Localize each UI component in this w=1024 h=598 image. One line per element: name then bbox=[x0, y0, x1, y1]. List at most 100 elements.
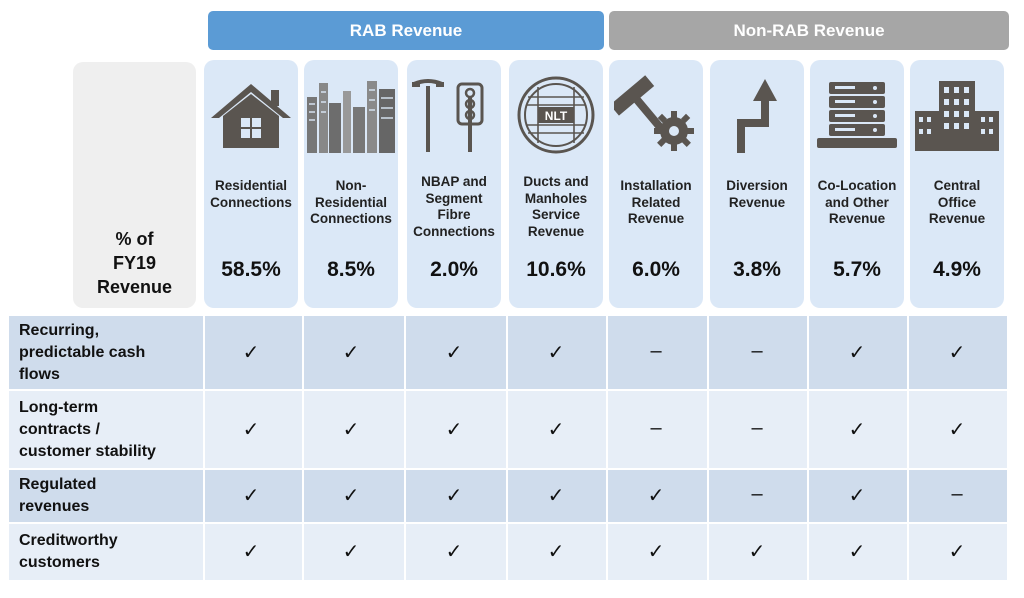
row-label: Long-term contracts / customer stability bbox=[19, 397, 156, 463]
revenue-column-name-line: Residential bbox=[214, 178, 288, 193]
dash-mark: – bbox=[751, 416, 763, 439]
row-header-card bbox=[73, 62, 196, 308]
column-separator bbox=[302, 316, 304, 580]
revenue-column-name-line: Connections bbox=[413, 223, 495, 239]
revenue-column-name-line: Manholes bbox=[524, 190, 588, 206]
check-mark: ✓ bbox=[848, 341, 866, 364]
row-label-line: Creditworthy bbox=[19, 532, 118, 549]
revenue-column-name-line: Residential bbox=[314, 194, 388, 210]
check-mark: ✓ bbox=[547, 485, 565, 507]
non-rab-revenue-banner: Non-RAB Revenue bbox=[609, 11, 1009, 50]
table-row bbox=[9, 470, 1007, 522]
row-header-line: % of bbox=[115, 229, 154, 249]
column-separator bbox=[203, 316, 205, 580]
row-header-line: Revenue bbox=[96, 277, 173, 297]
check-mark: ✓ bbox=[242, 541, 260, 563]
check-mark: ✓ bbox=[848, 541, 866, 563]
table-row bbox=[9, 524, 1007, 580]
check-mark: ✓ bbox=[342, 341, 360, 364]
revenue-column-name: Residential Connections bbox=[204, 178, 298, 211]
revenue-column-name-line: Related bbox=[631, 194, 681, 210]
revenue-column-name: Diversion Revenue bbox=[710, 178, 804, 211]
revenue-column-name-line: Revenue bbox=[627, 211, 685, 226]
manhole-cover-text: NLT bbox=[545, 109, 568, 123]
row-label: Creditworthy customers bbox=[19, 530, 118, 574]
revenue-column-name: Installation Related Revenue bbox=[609, 178, 703, 228]
diversion-arrow-icon bbox=[710, 74, 804, 156]
revenue-column-name: Non- Residential Connections bbox=[304, 178, 398, 228]
revenue-column-name-line: NBAP and bbox=[421, 174, 487, 189]
revenue-column-card bbox=[710, 60, 804, 308]
check-mark: ✓ bbox=[445, 418, 463, 441]
revenue-percentage: 6.0% bbox=[632, 258, 680, 281]
revenue-column-name-line: Installation bbox=[620, 178, 692, 193]
revenue-column-name-line: Central bbox=[933, 178, 981, 193]
server-rack-icon bbox=[810, 74, 904, 156]
revenue-column-name-line: Revenue bbox=[728, 194, 786, 210]
dash-mark: – bbox=[650, 339, 662, 362]
row-label-line: predictable cash bbox=[19, 343, 146, 361]
revenue-percentage: 2.0% bbox=[430, 258, 478, 281]
manhole-cover-icon: NLT bbox=[509, 74, 603, 156]
check-mark: ✓ bbox=[445, 541, 463, 563]
column-separator bbox=[506, 316, 508, 580]
dash-mark: – bbox=[751, 339, 763, 362]
check-mark: ✓ bbox=[647, 541, 665, 563]
row-label-line: customers bbox=[19, 554, 100, 571]
check-mark: ✓ bbox=[647, 485, 665, 507]
revenue-percentage: 5.7% bbox=[833, 258, 881, 281]
column-separator bbox=[404, 316, 406, 580]
revenue-column-name: Central Office Revenue bbox=[910, 178, 1004, 228]
check-mark: ✓ bbox=[547, 541, 565, 563]
check-mark: ✓ bbox=[342, 418, 360, 441]
row-header-line: FY19 bbox=[112, 253, 157, 273]
column-separator bbox=[807, 316, 809, 580]
check-mark: ✓ bbox=[242, 485, 260, 507]
hammer-gear-icon bbox=[609, 74, 703, 156]
revenue-column-name-line: Connections bbox=[210, 194, 292, 210]
revenue-column-name: Co-Location and Other Revenue bbox=[810, 178, 904, 228]
column-separator bbox=[707, 316, 709, 580]
check-mark: ✓ bbox=[848, 418, 866, 441]
revenue-column-name-line: Diversion bbox=[726, 178, 788, 193]
row-label-line: Recurring, bbox=[19, 321, 100, 339]
revenue-column-name-line: Revenue bbox=[928, 211, 986, 226]
check-mark: ✓ bbox=[547, 418, 565, 441]
check-mark: ✓ bbox=[342, 541, 360, 563]
revenue-column-name-line: Ducts and bbox=[523, 174, 589, 189]
check-mark: ✓ bbox=[445, 485, 463, 507]
revenue-column-name-line: Service bbox=[531, 207, 581, 222]
check-mark: ✓ bbox=[547, 341, 565, 364]
revenue-column-name-line: and Other bbox=[825, 194, 889, 210]
office-building-icon bbox=[910, 74, 1004, 156]
check-mark: ✓ bbox=[748, 541, 766, 563]
check-mark: ✓ bbox=[342, 485, 360, 507]
revenue-percentage: 8.5% bbox=[327, 258, 375, 281]
check-mark: ✓ bbox=[948, 541, 966, 563]
check-mark: ✓ bbox=[948, 341, 966, 364]
revenue-column-name-line: Segment bbox=[425, 190, 483, 206]
revenue-column-name-line: Fibre bbox=[437, 207, 471, 222]
column-separator bbox=[606, 316, 608, 580]
dash-mark: – bbox=[951, 483, 963, 505]
check-mark: ✓ bbox=[445, 341, 463, 364]
row-label-line: revenues bbox=[19, 498, 90, 515]
revenue-column-name-line: Co-Location bbox=[817, 178, 897, 193]
row-label-line: customer stability bbox=[19, 442, 156, 460]
row-label-line: Long-term bbox=[19, 398, 99, 416]
check-mark: ✓ bbox=[242, 341, 260, 364]
row-label-line: Regulated bbox=[19, 476, 97, 493]
revenue-column-name-line: Revenue bbox=[828, 211, 886, 226]
rab-revenue-banner: RAB Revenue bbox=[208, 11, 604, 50]
dash-mark: – bbox=[751, 483, 763, 505]
check-mark: ✓ bbox=[948, 418, 966, 441]
revenue-percentage: 3.8% bbox=[733, 258, 781, 281]
rab-revenue-label: RAB Revenue bbox=[349, 20, 463, 40]
revenue-column-name: NBAP and Segment Fibre Connections bbox=[407, 174, 501, 240]
dash-mark: – bbox=[650, 416, 662, 439]
row-label-line: contracts / bbox=[19, 420, 100, 438]
revenue-column-card bbox=[509, 60, 603, 308]
revenue-column-name-line: Connections bbox=[310, 211, 392, 226]
row-label: Regulated revenues bbox=[19, 474, 96, 518]
revenue-percentage: 58.5% bbox=[221, 258, 281, 281]
